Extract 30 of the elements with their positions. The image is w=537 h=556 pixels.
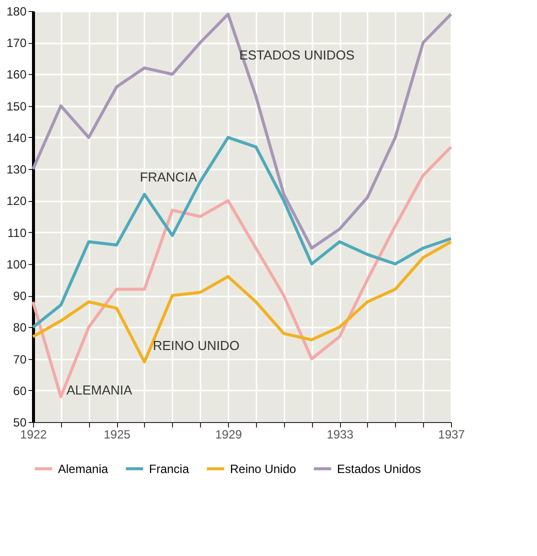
y-tick-label: 90 — [13, 289, 27, 304]
x-tick-label: 1937 — [438, 428, 466, 442]
y-tick-label: 100 — [6, 257, 27, 272]
x-tick-label: 1922 — [20, 428, 48, 442]
y-tick-label: 170 — [6, 36, 27, 50]
y-tick-label: 180 — [6, 4, 27, 18]
y-tick-label: 160 — [6, 68, 27, 82]
y-tick-label: 60 — [13, 384, 27, 398]
annotation: REINO UNIDO — [152, 338, 240, 354]
y-tick-label: 150 — [6, 99, 27, 114]
x-tick-label: 1929 — [215, 428, 242, 442]
legend-label: Francia — [149, 462, 190, 476]
y-tick-label: 130 — [6, 162, 27, 177]
line-series — [32, 136, 452, 329]
y-tick-label: 80 — [13, 320, 27, 335]
y-tick-label: 50 — [13, 416, 27, 430]
line-series — [32, 240, 452, 364]
legend-label: Reino Unido — [230, 462, 296, 476]
legend-label: Alemania — [58, 462, 108, 476]
line-series — [32, 145, 452, 398]
annotation: ESTADOS UNIDOS — [239, 47, 355, 62]
y-tick-label: 110 — [7, 226, 27, 240]
legend-label: Estados Unidos — [337, 462, 422, 476]
y-tick-label: 70 — [13, 352, 27, 366]
annotation: FRANCIA — [140, 169, 198, 184]
x-tick-label: 1933 — [326, 428, 354, 442]
x-tick-label: 1925 — [104, 428, 131, 442]
annotation: ALEMANIA — [66, 382, 133, 398]
y-tick-label: 140 — [6, 130, 27, 145]
y-tick-label: 120 — [6, 194, 27, 208]
